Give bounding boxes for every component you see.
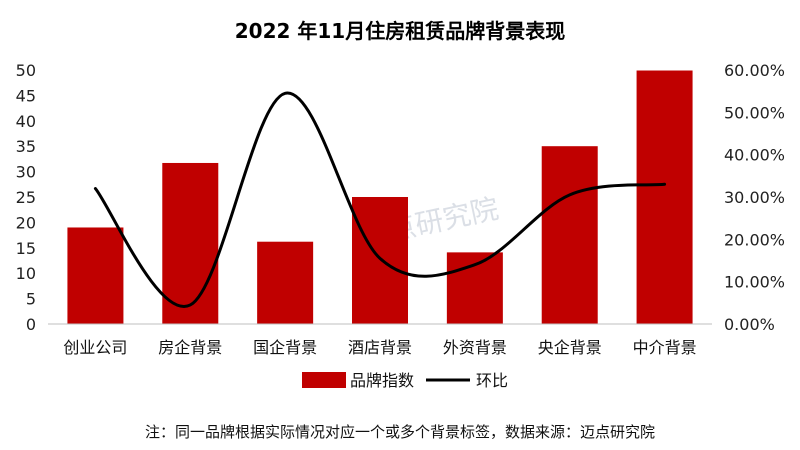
bar	[541, 146, 598, 324]
footnote: 注：同一品牌根据实际情况对应一个或多个背景标签，数据来源：迈点研究院	[145, 423, 655, 441]
category-label: 酒店背景	[348, 338, 412, 357]
bar	[257, 241, 314, 324]
left-tick-label: 25	[16, 188, 36, 207]
left-tick-label: 20	[16, 213, 36, 232]
left-tick-label: 35	[16, 137, 36, 156]
category-label: 国企背景	[253, 338, 317, 357]
category-labels: 创业公司 房企背景 国企背景 酒店背景 外资背景 央企背景 中介背景	[63, 338, 696, 357]
line-series-mom	[93, 91, 667, 308]
left-tick-label: 30	[16, 163, 36, 182]
bar	[446, 252, 503, 324]
category-label: 创业公司	[63, 338, 127, 357]
legend-label-line: 环比	[476, 371, 508, 390]
legend: 品牌指数 环比	[302, 371, 508, 390]
left-tick-label: 10	[16, 264, 36, 283]
category-label: 央企背景	[538, 338, 602, 357]
left-tick-label: 40	[16, 112, 36, 131]
right-axis: 0.00% 10.00% 20.00% 30.00% 40.00% 50.00% 60.00…	[724, 61, 785, 334]
right-tick-label: 10.00%	[724, 273, 785, 292]
left-tick-label: 45	[16, 86, 36, 105]
bar	[636, 70, 693, 325]
left-axis: 0 5 10 15 20 25 30 35 40 45 50	[16, 61, 36, 334]
left-tick-label: 50	[16, 61, 36, 80]
right-tick-label: 50.00%	[724, 103, 785, 122]
category-label: 外资背景	[443, 338, 507, 357]
right-tick-label: 60.00%	[724, 61, 785, 80]
bar	[352, 197, 408, 324]
category-label: 房企背景	[158, 338, 222, 357]
right-tick-label: 40.00%	[724, 146, 785, 165]
right-tick-label: 20.00%	[724, 230, 785, 249]
right-tick-label: 0.00%	[724, 315, 775, 334]
bar	[67, 227, 124, 324]
bar-series	[67, 70, 693, 325]
legend-label-bar: 品牌指数	[350, 371, 414, 390]
left-tick-label: 15	[16, 239, 36, 258]
chart-title: 2022 年11月住房租赁品牌背景表现	[235, 19, 565, 43]
right-tick-label: 30.00%	[724, 188, 785, 207]
legend-swatch-bar	[302, 372, 346, 388]
left-tick-label: 0	[26, 315, 36, 334]
left-tick-label: 5	[26, 290, 36, 309]
bar	[162, 162, 219, 324]
category-label: 中介背景	[633, 338, 697, 357]
